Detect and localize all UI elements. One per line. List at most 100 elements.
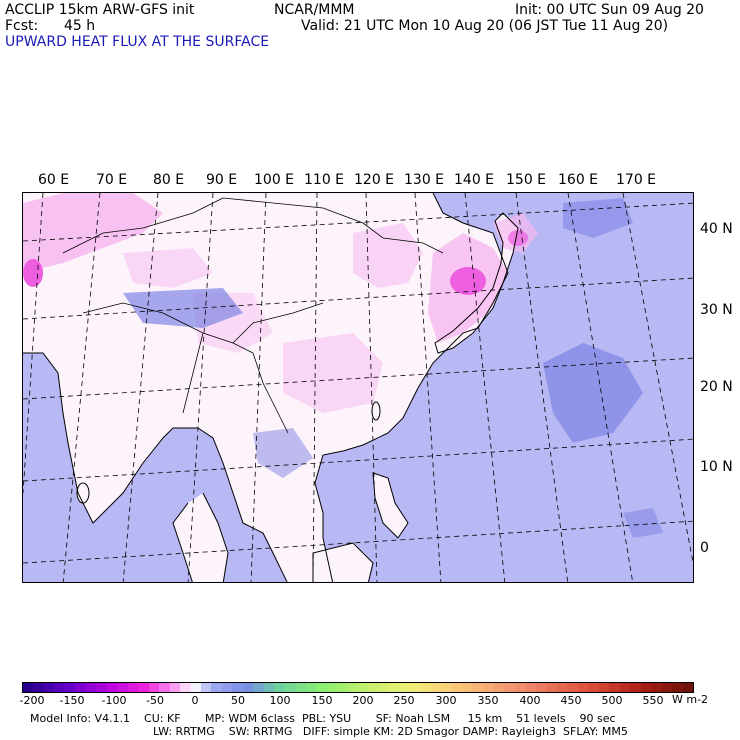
colorbar-swatch [399,683,411,692]
colorbar-swatch [347,683,358,692]
lat-label: 10 N [700,459,733,475]
colorbar-label: 200 [352,694,374,707]
lat-label: 30 N [700,302,733,318]
lon-label: 70 E [96,172,128,188]
heat-flux-map [22,192,694,583]
lon-label: 110 E [304,172,345,188]
colorbar-swatch [651,683,662,692]
colorbar-swatch [515,683,526,692]
flux-region-pink [23,193,163,273]
colorbar-swatch [494,683,505,692]
colorbar-swatch [200,683,212,692]
field-title: UPWARD HEAT FLUX AT THE SURFACE [5,34,270,50]
colorbar-swatch [556,683,568,692]
valid-time: Valid: 21 UTC Mon 10 Aug 20 (06 JST Tue … [301,18,669,34]
colorbar-swatch [138,683,149,692]
colorbar-label: 450 [560,694,582,707]
colorbar-swatch [452,683,463,692]
forecast-hour: 45 h [64,18,96,34]
colorbar-swatch [316,683,327,692]
colorbar-swatch [567,683,578,692]
graticule [23,193,693,582]
colorbar-swatch [295,683,306,692]
lat-label: 20 N [700,379,733,395]
colorbar-swatch [483,683,495,692]
colorbar-swatch [64,683,76,692]
lat-label: 40 N [700,221,733,237]
colorbar-swatch [23,683,34,692]
colorbar-swatch [54,683,65,692]
colorbar-swatch [588,683,599,692]
model-info-line1: Model Info: V4.1.1 CU: KF MP: WDM 6class… [30,712,616,725]
colorbar-swatch [682,683,693,692]
colorbar-swatch [85,683,97,692]
map-graphic [23,193,693,582]
lon-label: 140 E [454,172,495,188]
colorbar-label: 100 [269,694,291,707]
colorbar-swatch [127,683,139,692]
colorbar-swatch [640,683,652,692]
colorbar-swatch [190,683,201,692]
colorbar-label: -150 [59,694,85,707]
colorbar-swatch [609,683,620,692]
colorbar-swatch [253,683,264,692]
colorbar-label: 300 [435,694,457,707]
colorbar-swatch [337,683,348,692]
colorbar-swatch [221,683,233,692]
model-info-line2: LW: RRTMG SW: RRTMG DIFF: simple KM: 2D … [153,725,628,738]
colorbar-swatch [630,683,641,692]
colorbar-swatch [420,683,432,692]
lon-label: 100 E [254,172,295,188]
colorbar-label: 150 [311,694,333,707]
colorbar-swatch [148,683,160,692]
colorbar-swatch [106,683,118,692]
colorbar-swatch [169,683,181,692]
colorbar-swatch [159,683,170,692]
colorbar-swatch [180,683,191,692]
colorbar-label: 50 [231,694,245,707]
colorbar-label: 400 [519,694,541,707]
colorbar-label: 250 [393,694,415,707]
colorbar-swatch [75,683,86,692]
forecast-label: Fcst: [5,18,39,34]
colorbar-swatch [211,683,222,692]
colorbar-label: 550 [642,694,664,707]
colorbar-swatch [473,683,484,692]
colorbar-swatch [274,683,285,692]
colorbar-swatch [546,683,557,692]
colorbar-label: -200 [19,694,45,707]
colorbar-swatch [577,683,589,692]
colorbar-swatch [525,683,536,692]
colorbar-swatch [431,683,442,692]
colorbar-swatch [661,683,673,692]
model-title: ACCLIP 15km ARW-GFS init [5,2,195,18]
colorbar-swatch [326,683,338,692]
colorbar-swatch [504,683,516,692]
lon-label: 130 E [404,172,445,188]
colorbar-label: -50 [146,694,164,707]
colorbar-swatch [33,683,44,692]
lon-label: 80 E [153,172,185,188]
colorbar-swatch [598,683,610,692]
colorbar-swatch [96,683,107,692]
colorbar-swatch [389,683,400,692]
colorbar-swatch [410,683,421,692]
colorbar-label: 0 [191,694,199,707]
colorbar-label: -100 [101,694,127,707]
colorbar-swatch [619,683,631,692]
lat-label: 0 [700,540,709,556]
lon-label: 160 E [558,172,599,188]
colorbar-swatch [43,683,55,692]
flux-maximum [450,267,486,295]
lon-label: 120 E [354,172,395,188]
center-name: NCAR/MMM [274,2,355,18]
colorbar-swatch [368,683,379,692]
colorbar-label: 350 [477,694,499,707]
colorbar [22,682,694,693]
colorbar-swatch [535,683,547,692]
colorbar-swatch [284,683,296,692]
colorbar-swatch [232,683,243,692]
colorbar-units: W m-2 [672,693,709,706]
colorbar-swatch [462,683,474,692]
lon-label: 170 E [616,172,657,188]
